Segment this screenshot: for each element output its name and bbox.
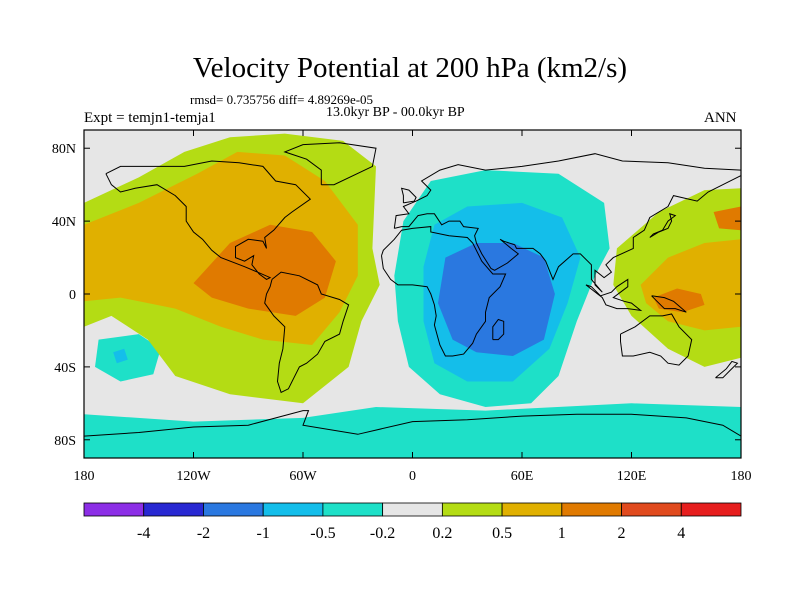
- contour-region-south-pacific-negative-blob: [95, 334, 161, 382]
- colorbar-swatch: [143, 502, 204, 517]
- colorbar-level-label: -4: [137, 525, 150, 542]
- colorbar-swatch: [680, 502, 742, 517]
- axis-layer: 180 120W 60W 0 60E 120E 180 80N 40N 0 40S 80S: [52, 130, 752, 484]
- x-tick-label: 120E: [617, 469, 647, 484]
- x-tick-label: 180: [731, 469, 752, 484]
- colorbar-level-label: -0.2: [370, 525, 395, 542]
- coastline-north-america: [105, 160, 312, 280]
- y-tick-label: 80S: [54, 434, 76, 449]
- colorbar-swatch: [322, 502, 384, 517]
- contour-region-southern-ocean-negative-band: [84, 403, 741, 458]
- colorbar-swatch: [83, 502, 145, 517]
- chart-subtitle: 13.0kyr BP - 00.0kyr BP: [326, 105, 465, 120]
- coastline-antarctica: [84, 410, 741, 437]
- colorbar-level-label: 4: [677, 525, 685, 542]
- colorbar-level-label: -0.5: [310, 525, 335, 542]
- x-tick-label: 0: [409, 469, 416, 484]
- x-tick-label: 120W: [176, 469, 211, 484]
- colorbar-swatch: [203, 502, 264, 517]
- coastline-new-zealand: [715, 360, 739, 379]
- chart-title: Velocity Potential at 200 hPa (km2/s): [192, 52, 628, 84]
- y-tick-label: 40S: [54, 361, 76, 376]
- coastline-layer: [84, 142, 741, 437]
- y-tick-label: 0: [69, 288, 76, 303]
- coastline-indonesia: [585, 278, 643, 312]
- coastline-madagascar: [492, 318, 505, 341]
- colorbar-level-label: -1: [257, 525, 270, 542]
- colorbar-swatch: [262, 502, 324, 517]
- colorbar-swatch: [501, 502, 563, 517]
- coastline-australia: [620, 313, 693, 366]
- coastline-japan: [649, 213, 677, 238]
- coastline-britain: [400, 187, 417, 204]
- y-tick-label: 80N: [52, 142, 76, 157]
- colorbar: -4 -2 -1 -0.5 -0.2 0.2 0.5 1 2 4: [83, 502, 742, 542]
- coastline-africa: [381, 226, 507, 357]
- colorbar-level-label: 0.5: [492, 525, 512, 542]
- coastline-eurasia: [393, 153, 741, 293]
- colorbar-swatch: [382, 502, 443, 517]
- x-tick-label: 180: [74, 469, 95, 484]
- coastline-new-guinea: [651, 295, 687, 313]
- contour-region-pacific-east-positive-core: [713, 206, 741, 231]
- colorbar-swatch: [441, 502, 503, 517]
- colorbar-level-label: 1: [558, 525, 566, 542]
- colorbar-swatch: [621, 502, 682, 517]
- season-label: ANN: [704, 110, 737, 126]
- colorbar-level-label: 0.2: [432, 525, 452, 542]
- coastline-greenland: [283, 142, 377, 186]
- contour-region-south-pacific-negative-core: [113, 348, 128, 364]
- colorbar-level-label: 2: [618, 525, 626, 542]
- experiment-label: Expt = temjn1-temja1: [84, 110, 216, 126]
- colorbar-level-label: -2: [197, 525, 210, 542]
- x-tick-label: 60E: [511, 469, 534, 484]
- contour-region-eastern-hemisphere-negative-core: [438, 243, 555, 356]
- y-tick-label: 40N: [52, 215, 76, 230]
- contour-region-western-pacific-positive-core: [653, 288, 705, 313]
- stats-label: rmsd= 0.735756 diff= 4.89269e-05: [190, 92, 374, 107]
- map-layer: [84, 130, 741, 458]
- colorbar-swatch: [561, 502, 622, 517]
- x-tick-label: 60W: [289, 469, 317, 484]
- coastline-south-america: [264, 271, 350, 394]
- contour-region-americas-positive-core: [193, 224, 336, 316]
